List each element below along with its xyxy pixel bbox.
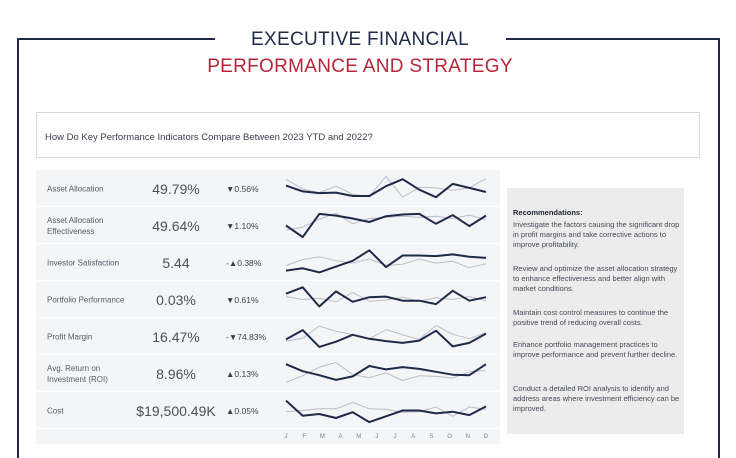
kpi-label: Asset Allocation xyxy=(47,184,104,193)
kpi-sparkline[interactable] xyxy=(280,392,492,429)
kpi-label: Asset Allocation Effectiveness xyxy=(47,215,104,236)
month-tick-label: F xyxy=(302,434,307,440)
frame-top-right xyxy=(506,38,720,40)
kpi-change: ▲0.13% xyxy=(226,368,259,379)
kpi-table: Asset Allocation 49.79% ▼0.56% Asset All… xyxy=(36,170,500,444)
month-tick-label: A xyxy=(411,434,416,440)
kpi-sparkline[interactable] xyxy=(280,244,492,281)
kpi-sparkline[interactable] xyxy=(280,281,492,318)
row-divider xyxy=(36,280,500,281)
series-line-2023 xyxy=(285,286,487,308)
month-tick-label: A xyxy=(338,434,343,440)
recommendation-item: Enhance portfolio management practices t… xyxy=(513,340,678,359)
kpi-change: -▲0.38% xyxy=(226,257,262,268)
dashboard-subtitle: PERFORMANCE AND STRATEGY xyxy=(207,56,513,77)
kpi-sparkline[interactable] xyxy=(280,207,492,244)
series-line-2023 xyxy=(285,329,487,348)
series-line-2022 xyxy=(285,256,487,269)
recommendation-item: Review and optimize the asset allocation… xyxy=(513,264,678,293)
recommendation-item: Conduct a detailed ROI analysis to ident… xyxy=(513,384,680,413)
month-tick-label: J xyxy=(284,434,288,440)
month-tick-label: O xyxy=(447,434,452,440)
series-line-2023 xyxy=(285,249,487,274)
month-tick-label: D xyxy=(483,434,489,440)
series-line-2022 xyxy=(285,212,487,231)
month-tick-label: J xyxy=(375,434,379,440)
kpi-value: 49.79% xyxy=(152,180,200,197)
kpi-value: 16.47% xyxy=(152,328,200,345)
kpi-label: Cost xyxy=(47,406,64,415)
row-divider xyxy=(36,354,500,355)
dashboard-title: EXECUTIVE FINANCIAL xyxy=(251,29,469,50)
kpi-row-profit-margin[interactable]: Profit Margin 16.47% -▼74.83% xyxy=(36,318,500,355)
series-line-2023 xyxy=(285,363,487,381)
series-line-2022 xyxy=(285,401,487,417)
kpi-value: 49.64% xyxy=(152,217,200,234)
kpi-label: Profit Margin xyxy=(47,332,93,341)
kpi-value: 5.44 xyxy=(162,254,190,271)
series-line-2023 xyxy=(285,399,487,424)
kpi-value: $19,500.49K xyxy=(136,402,216,419)
kpi-change: ▼0.61% xyxy=(226,294,259,305)
kpi-change: ▲0.05% xyxy=(226,405,259,416)
kpi-row-avg-roi[interactable]: Avg. Return on Investment (ROI) 8.96% ▲0… xyxy=(36,355,500,392)
kpi-row-asset-allocation[interactable]: Asset Allocation 49.79% ▼0.56% xyxy=(36,170,500,207)
kpi-sparkline[interactable] xyxy=(280,318,492,355)
kpi-sparkline[interactable] xyxy=(280,170,492,207)
kpi-label: Portfolio Performance xyxy=(47,295,125,304)
row-divider xyxy=(36,317,500,318)
series-line-2023 xyxy=(285,178,487,199)
month-tick-label: N xyxy=(465,434,470,440)
row-divider xyxy=(36,243,500,244)
kpi-row-portfolio-performance[interactable]: Portfolio Performance 0.03% ▼0.61% xyxy=(36,281,500,318)
month-tick-label: J xyxy=(393,434,397,440)
frame-top-left xyxy=(17,38,215,40)
question-text: How Do Key Performance Indicators Compar… xyxy=(45,132,373,143)
kpi-row-cost[interactable]: Cost $19,500.49K ▲0.05% xyxy=(36,392,500,429)
recommendation-item: Maintain cost control measures to contin… xyxy=(513,308,669,327)
series-line-2022 xyxy=(285,362,487,383)
frame-right xyxy=(718,38,720,458)
row-divider xyxy=(36,391,500,392)
kpi-row-investor-satisfaction[interactable]: Investor Satisfaction 5.44 -▲0.38% xyxy=(36,244,500,281)
series-line-2022 xyxy=(285,292,487,303)
recommendation-item: Investigate the factors causing the sign… xyxy=(513,220,680,249)
series-line-2023 xyxy=(285,212,487,239)
row-divider xyxy=(36,428,500,429)
month-tick-label: M xyxy=(319,434,325,440)
kpi-sparkline[interactable] xyxy=(280,355,492,392)
kpi-value: 0.03% xyxy=(156,291,196,308)
recommendations-title: Recommendations: xyxy=(513,208,583,217)
kpi-change: -▼74.83% xyxy=(226,331,267,342)
recommendations-panel: Recommendations: Investigate the factors… xyxy=(507,188,684,434)
kpi-change: ▼0.56% xyxy=(226,183,259,194)
kpi-row-asset-allocation-effectiveness[interactable]: Asset Allocation Effectiveness 49.64% ▼1… xyxy=(36,207,500,244)
series-line-2022 xyxy=(285,325,487,342)
frame-left xyxy=(17,38,19,458)
month-tick-label: M xyxy=(356,434,362,440)
kpi-value: 8.96% xyxy=(156,365,196,382)
kpi-label: Investor Satisfaction xyxy=(47,258,120,267)
month-tick-label: S xyxy=(429,434,434,440)
row-divider xyxy=(36,206,500,207)
question-box: How Do Key Performance Indicators Compar… xyxy=(36,112,700,158)
kpi-change: ▼1.10% xyxy=(226,220,259,231)
kpi-label: Avg. Return on Investment (ROI) xyxy=(47,363,108,384)
